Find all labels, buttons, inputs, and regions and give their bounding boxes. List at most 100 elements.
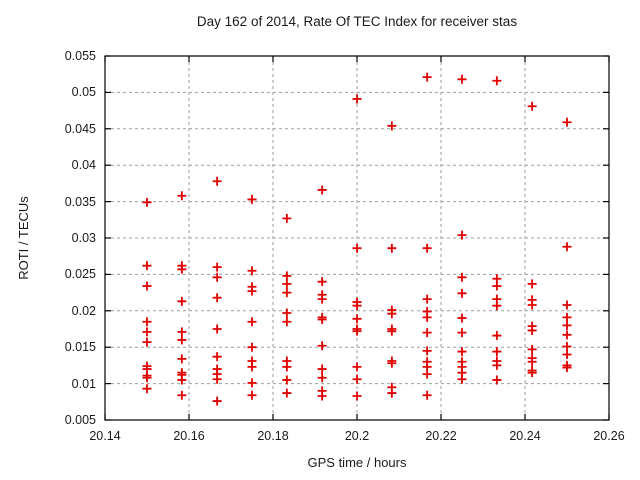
data-point-marker — [387, 243, 397, 253]
data-point-marker — [212, 176, 222, 186]
data-point-marker — [527, 368, 537, 378]
data-point-marker — [492, 76, 502, 86]
x-tick-label: 20.22 — [425, 429, 457, 443]
data-point-marker — [247, 286, 257, 296]
x-tick-label: 20.16 — [173, 429, 205, 443]
data-point-marker — [562, 300, 572, 310]
data-point-marker — [317, 185, 327, 195]
grid-lines — [105, 56, 609, 420]
data-point-marker — [492, 375, 502, 385]
data-point-marker — [457, 288, 467, 298]
y-tick-label: 0.01 — [71, 376, 96, 391]
data-point-marker — [387, 309, 397, 319]
data-point-marker — [422, 369, 432, 379]
data-point-marker — [352, 326, 362, 336]
y-tick-label: 0.055 — [64, 49, 96, 63]
data-point-marker — [282, 317, 292, 327]
data-point-marker — [387, 121, 397, 131]
y-tick-label: 0.04 — [71, 158, 96, 173]
data-point-marker — [317, 294, 327, 304]
data-point-marker — [527, 357, 537, 367]
data-point-marker — [212, 352, 222, 362]
y-tick-label: 0.03 — [71, 231, 96, 245]
data-point-marker — [317, 373, 327, 383]
data-point-marker — [562, 117, 572, 127]
data-point-marker — [562, 242, 572, 252]
data-point-marker — [247, 378, 257, 388]
data-point-marker — [352, 301, 362, 311]
data-point-marker — [212, 324, 222, 334]
data-point-marker — [527, 325, 537, 335]
data-point-marker — [142, 327, 152, 337]
data-point-marker — [527, 101, 537, 111]
data-point-marker — [212, 293, 222, 303]
data-point-marker — [457, 272, 467, 282]
data-point-marker — [527, 344, 537, 354]
data-point-marker — [247, 342, 257, 352]
data-point-marker — [177, 264, 187, 274]
y-tick-label: 0.015 — [64, 340, 96, 355]
data-point-marker — [282, 213, 292, 223]
data-point-marker — [422, 312, 432, 322]
data-point-marker — [422, 346, 432, 356]
data-point-marker — [282, 375, 292, 385]
data-point-marker — [317, 364, 327, 374]
data-point-marker — [142, 384, 152, 394]
data-points — [142, 72, 572, 406]
data-point-marker — [352, 391, 362, 401]
data-point-marker — [142, 197, 152, 207]
data-point-marker — [457, 374, 467, 384]
data-point-marker — [492, 347, 502, 357]
data-point-marker — [352, 94, 362, 104]
data-point-marker — [527, 300, 537, 310]
data-point-marker — [387, 326, 397, 336]
data-point-marker — [457, 313, 467, 323]
data-point-marker — [282, 362, 292, 372]
data-point-marker — [212, 272, 222, 282]
data-point-marker — [317, 391, 327, 401]
x-tick-label: 20.2 — [344, 429, 370, 443]
x-tick-label: 20.26 — [593, 429, 625, 443]
plot-frame — [104, 55, 610, 421]
data-point-marker — [562, 349, 572, 359]
data-point-marker — [422, 390, 432, 400]
data-point-marker — [562, 363, 572, 373]
x-tick-label: 20.24 — [509, 429, 541, 443]
data-point-marker — [282, 271, 292, 281]
y-tick-label: 0.005 — [64, 413, 96, 427]
data-point-marker — [177, 335, 187, 345]
data-point-marker — [282, 388, 292, 398]
data-point-marker — [457, 347, 467, 357]
data-point-marker — [352, 314, 362, 324]
data-point-marker — [142, 337, 152, 347]
data-point-marker — [492, 360, 502, 370]
data-point-marker — [422, 72, 432, 82]
data-point-marker — [352, 243, 362, 253]
y-tick-label: 0.035 — [64, 194, 96, 209]
data-point-marker — [247, 266, 257, 276]
y-tick-label: 0.045 — [64, 121, 96, 136]
data-point-marker — [492, 281, 502, 291]
data-point-marker — [457, 230, 467, 240]
chart-title: Day 162 of 2014, Rate Of TEC Index for r… — [196, 14, 518, 29]
data-point-marker — [247, 194, 257, 204]
data-point-marker — [142, 317, 152, 327]
data-point-marker — [457, 328, 467, 338]
data-point-marker — [562, 341, 572, 351]
y-tick-label: 0.02 — [71, 303, 96, 318]
data-point-marker — [387, 388, 397, 398]
data-point-marker — [247, 317, 257, 327]
data-point-marker — [282, 288, 292, 298]
x-axis-title: GPS time / hours — [307, 455, 407, 470]
data-point-marker — [212, 396, 222, 406]
data-point-marker — [352, 362, 362, 372]
data-point-marker — [212, 262, 222, 272]
data-point-marker — [177, 375, 187, 385]
data-point-marker — [212, 374, 222, 384]
data-point-marker — [317, 341, 327, 351]
data-point-marker — [177, 390, 187, 400]
data-point-marker — [282, 308, 292, 318]
data-point-marker — [352, 374, 362, 384]
